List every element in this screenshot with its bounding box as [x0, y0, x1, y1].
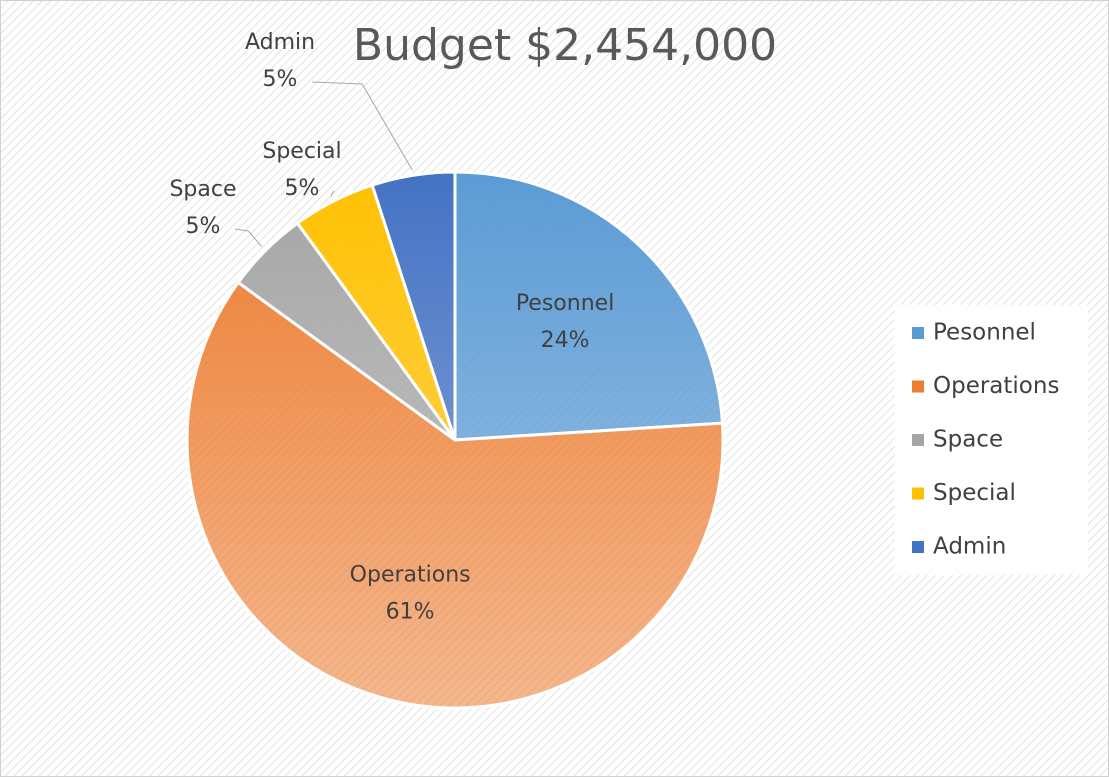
- legend-label: Admin: [933, 534, 1006, 560]
- data-label-value: 61%: [386, 599, 435, 624]
- legend-swatch: [912, 434, 924, 446]
- pie-slice: [370, 170, 457, 441]
- legend-swatch: [912, 487, 924, 500]
- data-label-name: Admin: [245, 30, 315, 55]
- data-label-value: 5%: [285, 176, 320, 201]
- data-label-name: Pesonnel: [516, 291, 614, 316]
- legend-swatch: [912, 327, 924, 339]
- chart-title: Budget $2,454,000: [353, 20, 777, 71]
- data-label-name: Special: [262, 139, 341, 164]
- legend-label: Pesonnel: [933, 320, 1036, 346]
- data-label-value: 5%: [263, 67, 298, 92]
- legend-label: Operations: [933, 373, 1059, 399]
- legend-label: Space: [933, 427, 1003, 453]
- pie-slice: [453, 170, 725, 442]
- pie-slice: [185, 280, 725, 710]
- data-label-name: Operations: [350, 562, 471, 587]
- data-label-value: 24%: [541, 328, 590, 353]
- legend-swatch: [912, 541, 924, 553]
- leader-line: [330, 190, 335, 197]
- leader-line: [311, 81, 413, 171]
- legend-label: Special: [933, 480, 1016, 506]
- data-label-value: 5%: [186, 214, 221, 239]
- legend-box: [895, 305, 1088, 575]
- legend-swatch: [912, 380, 924, 393]
- data-label-name: Space: [169, 177, 236, 202]
- leader-line: [234, 228, 263, 248]
